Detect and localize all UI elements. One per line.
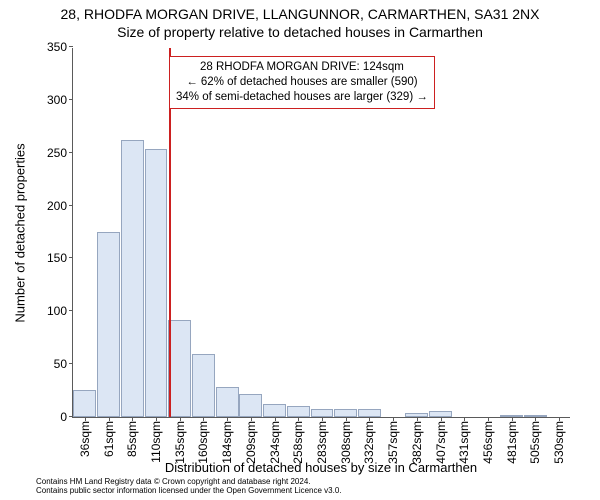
x-tick-label: 61sqm (102, 421, 116, 457)
y-tick-label: 350 (47, 40, 67, 54)
x-tick-label: 258sqm (291, 421, 305, 464)
y-tick-mark (69, 152, 73, 153)
y-tick-label: 250 (47, 146, 67, 160)
x-tick-label: 184sqm (220, 421, 234, 464)
x-tick-label: 382sqm (410, 421, 424, 464)
bar (334, 409, 357, 417)
y-axis-label-wrap: Number of detached properties (12, 48, 28, 418)
info-box-line: 28 RHODFA MORGAN DRIVE: 124sqm (176, 60, 428, 75)
footnote-line1: Contains HM Land Registry data © Crown c… (36, 477, 342, 487)
info-box-line: 34% of semi-detached houses are larger (… (176, 90, 428, 105)
bar (358, 409, 381, 417)
y-tick-label: 300 (47, 93, 67, 107)
bar (263, 404, 286, 417)
chart-title-line1: 28, RHODFA MORGAN DRIVE, LLANGUNNOR, CAR… (0, 6, 600, 22)
x-tick-label: 431sqm (457, 421, 471, 464)
bar (216, 387, 239, 417)
y-tick-mark (69, 205, 73, 206)
bar (168, 320, 191, 417)
y-tick-mark (69, 416, 73, 417)
x-tick-label: 505sqm (528, 421, 542, 464)
x-tick-label: 160sqm (196, 421, 210, 464)
bar (311, 409, 334, 417)
x-tick-label: 481sqm (505, 421, 519, 464)
x-tick-label: 530sqm (552, 421, 566, 464)
chart-container: 28, RHODFA MORGAN DRIVE, LLANGUNNOR, CAR… (0, 0, 600, 500)
x-tick-label: 332sqm (362, 421, 376, 464)
y-tick-label: 150 (47, 251, 67, 265)
footnote-line2: Contains public sector information licen… (36, 486, 342, 496)
y-axis-label: Number of detached properties (13, 143, 28, 322)
y-tick-mark (69, 257, 73, 258)
x-tick-label: 308sqm (339, 421, 353, 464)
y-tick-label: 200 (47, 199, 67, 213)
y-tick-mark (69, 46, 73, 47)
bar (73, 390, 96, 417)
bar (192, 354, 215, 417)
y-tick-mark (69, 310, 73, 311)
x-tick-label: 283sqm (315, 421, 329, 464)
info-box-line: ← 62% of detached houses are smaller (59… (176, 75, 428, 90)
y-tick-label: 50 (54, 357, 67, 371)
bar (97, 232, 120, 417)
x-tick-label: 234sqm (268, 421, 282, 464)
x-tick-label: 456sqm (481, 421, 495, 464)
bar (287, 406, 310, 417)
bar (239, 394, 262, 417)
footnote: Contains HM Land Registry data © Crown c… (36, 477, 342, 496)
bar (121, 140, 144, 417)
plot-area: 05010015020025030035036sqm61sqm85sqm110s… (72, 48, 570, 418)
x-tick-label: 407sqm (434, 421, 448, 464)
y-tick-mark (69, 99, 73, 100)
x-axis-label: Distribution of detached houses by size … (72, 460, 570, 475)
bar (145, 149, 168, 418)
y-tick-label: 100 (47, 304, 67, 318)
x-tick-label: 357sqm (386, 421, 400, 464)
y-tick-label: 0 (60, 410, 67, 424)
y-tick-mark (69, 363, 73, 364)
info-box: 28 RHODFA MORGAN DRIVE: 124sqm← 62% of d… (169, 56, 435, 109)
x-tick-label: 36sqm (78, 421, 92, 457)
x-tick-label: 135sqm (173, 421, 187, 464)
chart-title-line2: Size of property relative to detached ho… (0, 24, 600, 40)
x-tick-label: 209sqm (244, 421, 258, 464)
x-tick-label: 85sqm (125, 421, 139, 457)
x-tick-label: 110sqm (149, 421, 163, 463)
